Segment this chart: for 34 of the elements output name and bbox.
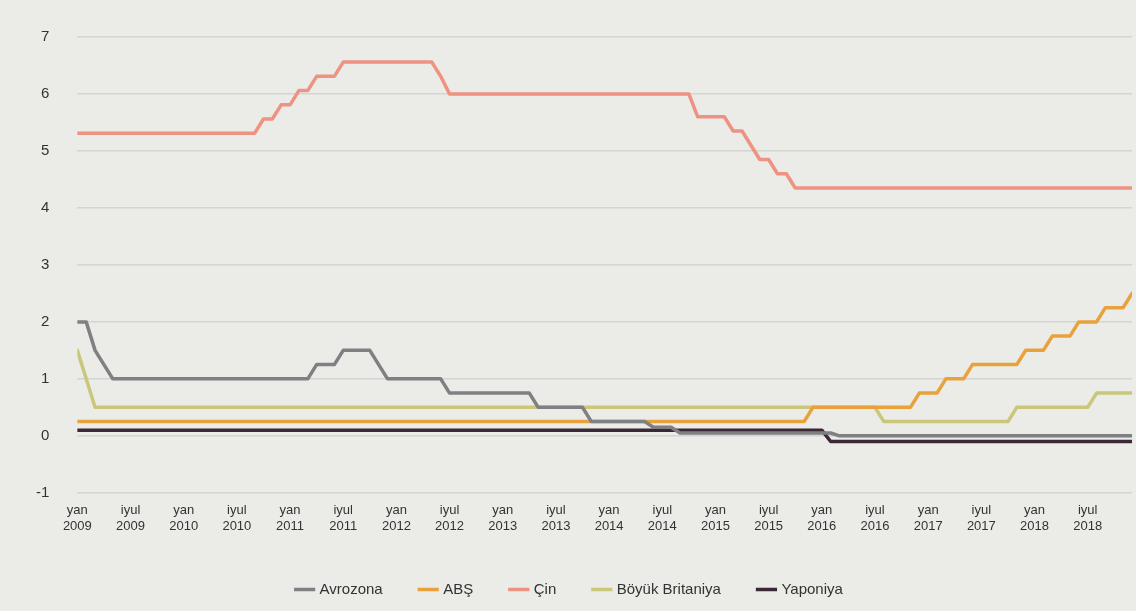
y-tick-label: 4 — [40, 198, 50, 216]
x-tick-label: yan 2014 — [594, 502, 624, 533]
y-tick-label: 2 — [40, 312, 50, 330]
x-tick-label: iyul 2018 — [1073, 502, 1103, 533]
x-tick-label: iyul 2011 — [329, 502, 358, 533]
x-tick-label: yan 2013 — [488, 502, 518, 533]
x-tick-label: yan 2010 — [169, 502, 199, 533]
x-tick-label: iyul 2009 — [116, 502, 145, 533]
y-tick-label: -1 — [35, 482, 50, 500]
x-tick-label: iyul 2014 — [647, 502, 677, 533]
x-tick-label: iyul 2015 — [754, 502, 784, 533]
y-tick-label: 1 — [40, 368, 50, 386]
legend-label: ABŞ — [443, 579, 474, 597]
x-tick-label: yan 2016 — [807, 502, 837, 533]
y-tick-label: 5 — [40, 141, 50, 159]
x-tick-label: iyul 2010 — [222, 502, 252, 533]
x-tick-label: yan 2018 — [1020, 502, 1049, 533]
x-tick-label: yan 2011 — [276, 502, 305, 533]
y-tick-label: 7 — [40, 27, 50, 45]
legend-label: Böyük Britaniya — [616, 579, 722, 597]
x-tick-label: yan 2017 — [913, 502, 943, 533]
x-tick-label: iyul 2013 — [541, 502, 571, 533]
x-tick-label: yan 2015 — [700, 502, 730, 533]
legend-label: Avrozona — [319, 579, 384, 597]
legend-label: Çin — [533, 579, 557, 597]
y-tick-label: 6 — [40, 84, 50, 102]
y-tick-label: 3 — [40, 255, 50, 273]
x-tick-label: iyul 2017 — [966, 502, 996, 533]
x-tick-label: iyul 2016 — [860, 502, 890, 533]
legend-label: Yaponiya — [781, 579, 844, 597]
x-tick-label: yan 2012 — [381, 502, 411, 533]
y-tick-label: 0 — [40, 425, 50, 443]
x-tick-label: yan 2009 — [62, 502, 92, 533]
x-tick-label: iyul 2012 — [435, 502, 465, 533]
